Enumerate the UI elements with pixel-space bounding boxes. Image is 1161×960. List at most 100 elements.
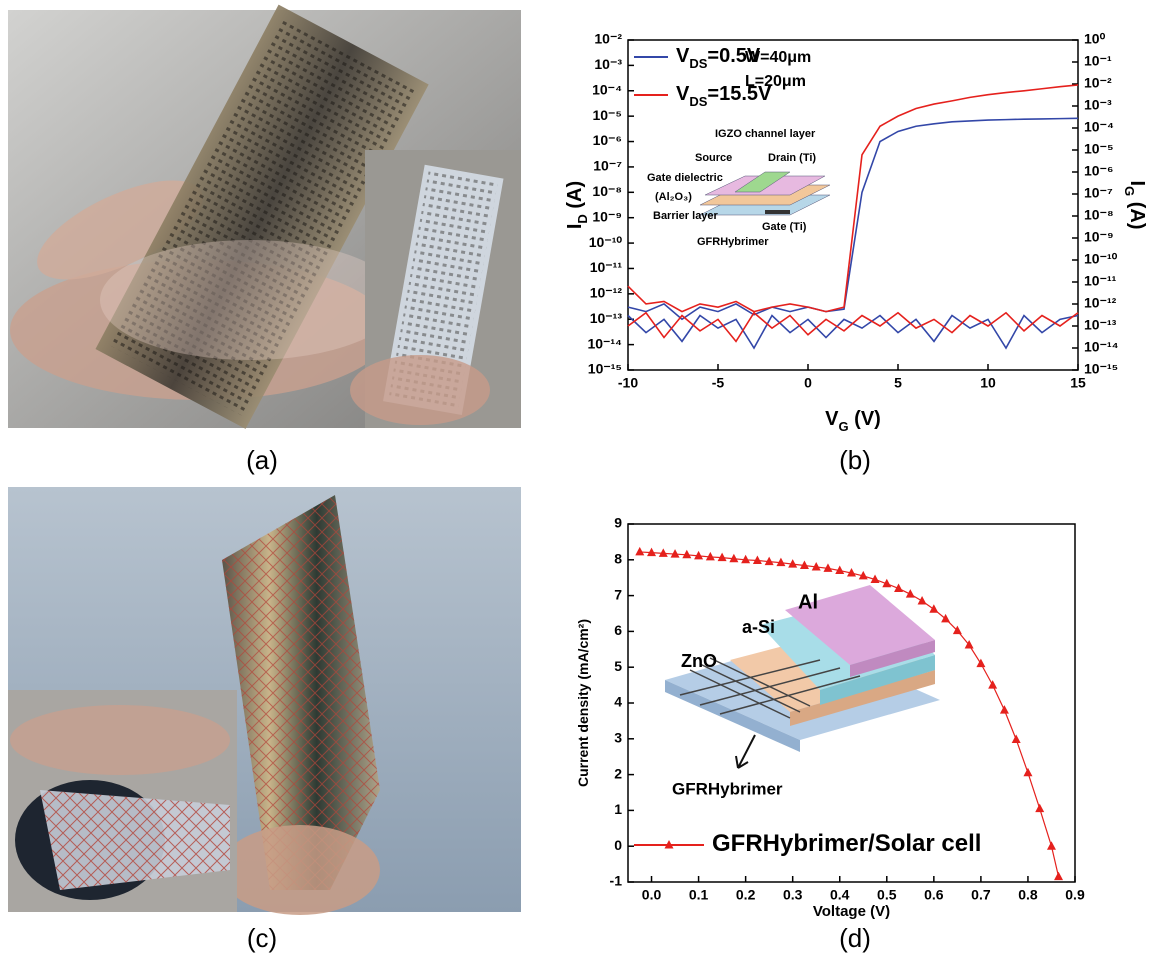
inset-label: GFRHybrimer: [697, 236, 769, 248]
data-line: [628, 316, 1078, 348]
x-tick-label: -5: [712, 375, 725, 391]
y-axis-label: Current density (mA/cm²): [575, 619, 591, 787]
x-tick-label: 15: [1070, 375, 1086, 391]
y2-tick-label: 10⁻³: [1084, 97, 1112, 113]
figure: (a)(b)(c)(d)-10-505101510⁻¹⁵10⁻¹⁴10⁻¹³10…: [0, 0, 1161, 960]
y2-axis-label: IG (A): [1122, 180, 1148, 229]
legend-label-part: V: [676, 83, 690, 105]
inset-label: Al: [798, 591, 818, 613]
inset-label: (Al₂O₃): [655, 191, 692, 203]
inset-label: Drain (Ti): [768, 152, 816, 164]
data-marker: [1047, 841, 1056, 850]
legend-label-part: DS: [689, 56, 707, 71]
y-tick-label: 10⁻⁷: [593, 158, 622, 174]
x-tick-label: 10: [980, 375, 996, 391]
inset-label: IGZO channel layer: [715, 128, 816, 140]
x-tick-label: -10: [618, 375, 638, 391]
inset-label: Gate (Ti): [762, 221, 807, 233]
legend-label-part: =15.5V: [707, 83, 772, 105]
inset-label: Barrier layer: [653, 210, 719, 222]
x-axis-label-part: (V): [849, 408, 881, 430]
data-marker: [906, 589, 915, 598]
y-tick-label: 2: [614, 765, 622, 781]
y2-tick-label: 10⁻¹⁵: [1084, 361, 1118, 377]
legend-label-part: V: [676, 45, 690, 67]
photo-c: [8, 487, 521, 915]
y-tick-label: 10⁻⁴: [592, 81, 622, 97]
x-axis-label-part: Voltage (V): [813, 903, 890, 920]
y-tick-label: 1: [614, 801, 622, 817]
y-tick-label: 10⁻⁵: [592, 107, 622, 123]
data-marker: [635, 547, 644, 556]
y2-tick-label: 10⁰: [1084, 31, 1106, 47]
y-tick-label: 8: [614, 551, 622, 567]
y-tick-label: 10⁻¹⁴: [587, 335, 622, 351]
y-axis-label-part: Current density (mA/cm²): [575, 619, 591, 787]
x-axis-label: VG (V): [825, 408, 881, 434]
panel-label: (c): [247, 923, 277, 953]
y-tick-label: 10⁻¹⁵: [588, 361, 622, 377]
y-tick-label: 10⁻⁸: [592, 183, 622, 199]
data-marker: [918, 596, 927, 605]
y-tick-label: 10⁻¹⁰: [589, 234, 623, 250]
y-tick-label: -1: [610, 873, 623, 889]
legend-label: VDS=0.5V: [676, 45, 761, 71]
y-tick-label: 3: [614, 730, 622, 746]
data-marker: [976, 659, 985, 668]
y2-axis-label-part: G: [1122, 186, 1137, 196]
y-tick-label: 9: [614, 515, 622, 531]
x-axis-label-part: G: [839, 419, 849, 434]
y-axis-label: ID (A): [564, 181, 590, 229]
y2-tick-label: 10⁻¹⁰: [1084, 251, 1118, 267]
data-marker: [929, 604, 938, 613]
y-axis-label-part: D: [575, 214, 590, 223]
data-line: [628, 313, 1078, 342]
y-tick-label: 10⁻³: [594, 56, 622, 72]
x-tick-label: 0: [804, 375, 812, 391]
x-tick-label: 0.4: [830, 887, 850, 903]
x-axis-label: Voltage (V): [813, 903, 890, 920]
y2-tick-label: 10⁻²: [1084, 75, 1112, 91]
x-tick-label: 0.5: [877, 887, 897, 903]
inset-label: a-Si: [742, 617, 775, 637]
y-tick-label: 10⁻¹³: [590, 310, 623, 326]
y-tick-label: 10⁻⁶: [593, 132, 622, 148]
x-tick-label: 0.6: [924, 887, 944, 903]
y2-tick-label: 10⁻⁷: [1084, 185, 1113, 201]
y2-tick-label: 10⁻⁵: [1084, 141, 1114, 157]
y2-tick-label: 10⁻⁸: [1084, 207, 1114, 223]
x-tick-label: 0.7: [971, 887, 991, 903]
legend-label-part: GFRHybrimer/Solar cell: [712, 830, 981, 857]
x-tick-label: 0.0: [642, 887, 662, 903]
legend-label: VDS=15.5V: [676, 83, 772, 109]
x-tick-label: 0.3: [783, 887, 803, 903]
x-tick-label: 0.9: [1065, 887, 1085, 903]
y-tick-label: 5: [614, 658, 622, 674]
y-axis-label-part: (A): [564, 181, 586, 214]
x-axis-label-part: V: [825, 408, 839, 430]
inset-label: Source: [695, 152, 732, 164]
x-tick-label: 0.1: [689, 887, 709, 903]
y2-tick-label: 10⁻⁹: [1084, 229, 1114, 245]
panel-label: (a): [246, 445, 278, 475]
legend-label-part: DS: [689, 94, 707, 109]
legend-label-part: =0.5V: [707, 45, 760, 67]
data-marker: [1000, 705, 1009, 714]
legend-label: GFRHybrimer/Solar cell: [712, 830, 981, 857]
plot-frame: [628, 40, 1078, 370]
y-tick-label: 10⁻⁹: [592, 208, 622, 224]
data-marker: [1012, 735, 1021, 744]
data-marker: [941, 614, 950, 623]
x-tick-label: 0.2: [736, 887, 756, 903]
inset-label: ZnO: [681, 651, 717, 671]
y2-tick-label: 10⁻¹: [1084, 53, 1112, 69]
y-tick-label: 10⁻²: [594, 31, 622, 47]
y2-tick-label: 10⁻¹²: [1084, 295, 1117, 311]
panel-label: (d): [839, 923, 871, 953]
panel-label: (b): [839, 445, 871, 475]
y2-tick-label: 10⁻⁴: [1084, 119, 1114, 135]
photo-a: [8, 5, 521, 429]
inset-label: GFRHybrimer: [672, 779, 783, 798]
y-tick-label: 6: [614, 622, 622, 638]
x-tick-label: 0.8: [1018, 887, 1038, 903]
